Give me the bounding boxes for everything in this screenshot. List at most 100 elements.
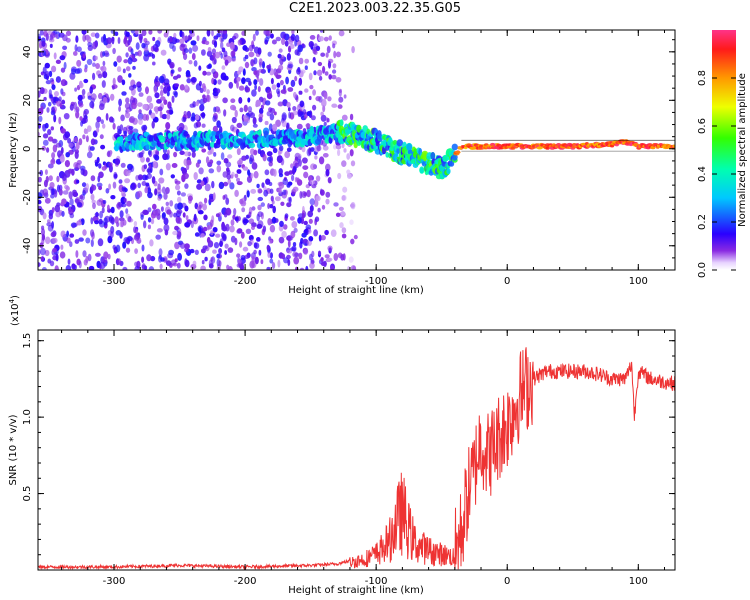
heatmap-cell	[147, 217, 152, 223]
heatmap-cell	[284, 40, 289, 47]
heatmap-cell	[169, 200, 174, 207]
heatmap-cell	[195, 101, 199, 107]
heatmap-cell	[536, 146, 543, 150]
heatmap-cell	[39, 247, 46, 256]
heatmap-cell	[165, 163, 171, 171]
heatmap-cell	[176, 262, 181, 269]
colorbar-tick-label: 0.0	[697, 262, 708, 278]
heatmap-cell	[42, 50, 47, 57]
heatmap-cell	[159, 263, 163, 270]
heatmap-cell	[125, 213, 130, 219]
heatmap-cell	[193, 60, 198, 67]
heatmap-cell	[52, 237, 58, 244]
heatmap-cell	[211, 48, 216, 55]
heatmap-cell	[328, 74, 333, 80]
y-tick-label: 1.5	[22, 333, 33, 349]
heatmap-cell	[320, 111, 324, 117]
heatmap-cell	[292, 167, 296, 176]
heatmap-cell	[209, 219, 214, 228]
heatmap-cell	[190, 116, 196, 122]
heatmap-cell	[293, 227, 298, 233]
heatmap-cell	[216, 253, 221, 259]
heatmap-cell	[107, 204, 110, 211]
heatmap-cell	[240, 231, 245, 239]
heatmap-cell	[298, 77, 303, 86]
heatmap-cell	[296, 123, 303, 130]
heatmap-cell	[82, 53, 86, 59]
heatmap-cell	[67, 137, 72, 144]
heatmap-cell	[309, 205, 314, 212]
heatmap-cell	[237, 70, 242, 75]
heatmap-cell	[78, 260, 82, 269]
heatmap-cell	[99, 262, 106, 270]
heatmap-cell	[55, 253, 59, 262]
heatmap-cell	[227, 154, 233, 159]
heatmap-cell	[183, 158, 188, 166]
heatmap-cell	[112, 244, 117, 250]
heatmap-cell	[153, 210, 159, 218]
heatmap-cell	[306, 111, 311, 117]
heatmap-cell	[266, 89, 272, 98]
heatmap-cell	[320, 114, 327, 122]
heatmap-cell	[176, 209, 183, 214]
heatmap-cell	[188, 47, 193, 54]
heatmap-cell	[200, 265, 206, 270]
heatmap-cell	[184, 151, 190, 157]
heatmap-cell	[279, 220, 284, 227]
heatmap-cell	[58, 116, 62, 125]
heatmap-cell	[201, 148, 207, 153]
heatmap-cell	[133, 226, 137, 234]
heatmap-cell	[94, 32, 100, 39]
heatmap-cell	[234, 237, 238, 246]
heatmap-cell	[323, 92, 328, 100]
heatmap-cell	[86, 36, 92, 44]
heatmap-cell	[75, 35, 79, 43]
heatmap-cell	[247, 241, 252, 247]
heatmap-cell	[307, 210, 314, 218]
heatmap-cell	[672, 144, 675, 148]
heatmap-cell	[266, 266, 271, 270]
heatmap-cell	[321, 99, 327, 107]
heatmap-cell	[216, 120, 221, 128]
heatmap-cell	[150, 112, 156, 119]
heatmap-cell	[183, 111, 187, 116]
heatmap-cell	[204, 197, 208, 204]
heatmap-cell	[248, 51, 255, 58]
heatmap-cell	[50, 77, 54, 82]
heatmap-cell	[270, 195, 274, 202]
heatmap-cell	[44, 30, 48, 35]
heatmap-cell	[124, 102, 131, 110]
heatmap-cell	[287, 87, 294, 92]
heatmap-cell	[151, 176, 156, 184]
heatmap-cell	[61, 91, 66, 97]
heatmap-cell	[161, 113, 168, 120]
heatmap-cell	[130, 48, 134, 55]
x-tick-label: -300	[103, 576, 126, 587]
heatmap-cell	[46, 222, 53, 227]
heatmap-cell	[51, 65, 57, 73]
heatmap-cell	[48, 175, 53, 182]
heatmap-cell	[239, 107, 244, 113]
heatmap-cell	[279, 145, 284, 152]
heatmap-cell	[100, 36, 104, 43]
heatmap-cell	[347, 173, 352, 179]
heatmap-cell	[69, 198, 74, 206]
heatmap-cell	[184, 243, 190, 250]
heatmap-cell	[196, 183, 203, 190]
heatmap-cell	[250, 172, 254, 179]
bottom-x-axis-label: Height of straight line (km)	[288, 585, 424, 596]
heatmap-cell	[174, 203, 179, 210]
heatmap-cell	[38, 249, 41, 256]
heatmap-cell	[204, 256, 208, 262]
heatmap-cell	[251, 225, 255, 230]
heatmap-cell	[328, 35, 332, 41]
heatmap-cell	[278, 64, 284, 71]
heatmap-cell	[107, 235, 113, 244]
heatmap-cell	[49, 260, 55, 267]
heatmap-cell	[87, 253, 92, 262]
heatmap-cell	[303, 220, 308, 226]
heatmap-cell	[177, 252, 183, 261]
heatmap-cell	[137, 112, 144, 121]
heatmap-cell	[137, 182, 141, 189]
